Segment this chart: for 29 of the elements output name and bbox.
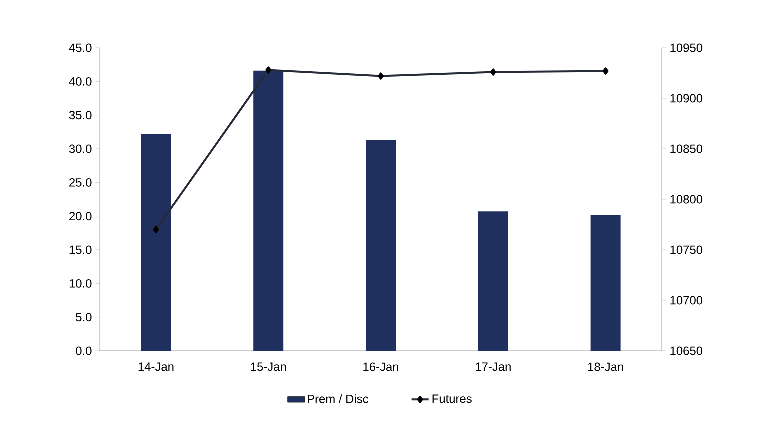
bar [141,134,172,352]
legend-label: Prem / Disc [308,394,368,404]
y-tick-label: 15.0 [70,246,92,254]
y-tick-label: 30.0 [69,144,92,154]
bar [366,140,396,352]
y-tick-label: 0.0 [76,346,92,356]
y2-tick-label: 10800 [670,195,703,204]
x-tick-label: 17-Jan [476,362,511,372]
y-tick-label: 40.0 [69,77,92,86]
x-tick-label: 15-Jan [251,362,286,372]
y-tick-label: 35.0 [69,111,92,120]
y-tick-label: 5.0 [76,313,92,322]
y2-tick-label: 10700 [670,296,703,305]
y2-tick-label: 10950 [670,44,703,52]
y2-tick-label: 10900 [670,94,703,103]
bar [478,212,508,352]
y2-tick-label: 10650 [670,346,703,356]
y-tick-label: 45.0 [69,44,92,52]
y2-tick-label: 10750 [670,246,703,254]
legend-label: Futures [432,394,472,404]
bar [590,214,621,352]
y-tick-label: 20.0 [70,212,92,221]
y-tick-label: 10.0 [70,279,92,288]
x-tick-label: 18-Jan [588,362,624,372]
y-tick-label: 25.0 [70,178,92,187]
y2-tick-label: 10850 [670,144,703,154]
bar [254,70,284,352]
x-tick-label: 16-Jan [364,362,399,372]
x-tick-label: 14-Jan [138,362,174,372]
